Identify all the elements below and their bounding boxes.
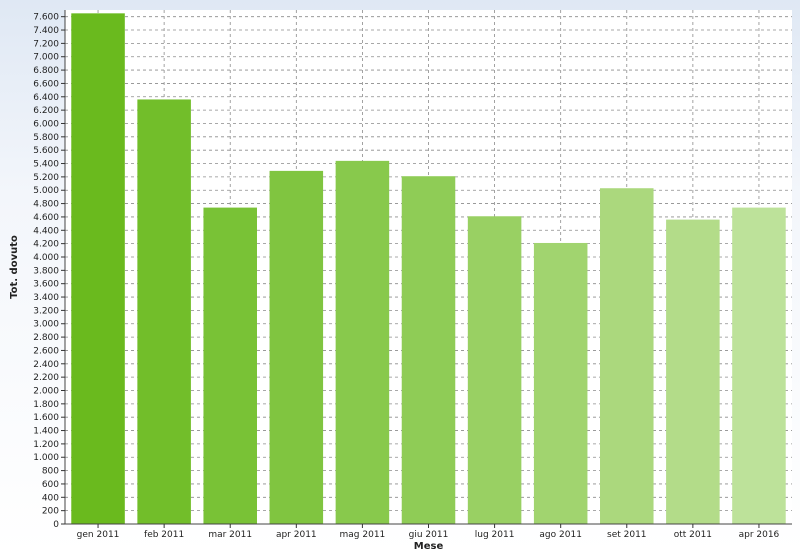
y-tick-label: 7.200	[33, 39, 59, 49]
x-tick-label: apr 2016	[739, 530, 780, 540]
y-tick-label: 3.200	[33, 306, 59, 316]
y-tick-label: 4.200	[33, 240, 59, 250]
y-tick-label: 6.000	[33, 119, 59, 129]
bar	[533, 242, 588, 525]
y-tick-label: 0	[53, 520, 59, 530]
x-tick-label: ott 2011	[674, 530, 712, 540]
y-tick-label: 7.600	[33, 13, 59, 23]
y-tick-label: 2.200	[33, 373, 59, 383]
y-tick-label: 1.800	[33, 400, 59, 410]
y-axis-title: Tot. dovuto	[9, 235, 20, 299]
y-tick-label: 2.000	[33, 386, 59, 396]
y-tick-label: 6.600	[33, 79, 59, 89]
y-tick-label: 4.800	[33, 200, 59, 210]
y-tick-label: 800	[42, 467, 59, 477]
y-tick-label: 3.800	[33, 266, 59, 276]
y-tick-label: 4.400	[33, 226, 59, 236]
y-tick-label: 1.200	[33, 440, 59, 450]
y-tick-label: 200	[42, 507, 59, 517]
bar	[467, 216, 522, 525]
bar	[203, 207, 257, 525]
bar	[732, 207, 786, 525]
x-axis-title: Mese	[414, 541, 444, 552]
y-tick-label: 2.400	[33, 360, 59, 370]
x-tick-label: set 2011	[607, 530, 647, 540]
x-tick-labels: gen 2011 feb 2011 mar 2011 apr 2011 mag 2011…	[77, 524, 780, 540]
y-tick-label: 7.400	[33, 26, 59, 36]
y-tick-label: 3.600	[33, 280, 59, 290]
y-tick-label: 2.600	[33, 346, 59, 356]
x-tick-label: mag 2011	[340, 530, 386, 540]
y-tick-label: 6.200	[33, 106, 59, 116]
y-tick-label: 5.000	[33, 186, 59, 196]
x-tick-label: ago 2011	[539, 530, 582, 540]
y-tick-label: 5.200	[33, 173, 59, 183]
bar	[269, 170, 324, 525]
x-tick-label: gen 2011	[77, 530, 120, 540]
y-tick-label: 6.400	[33, 93, 59, 103]
y-tick-label: 4.600	[33, 213, 59, 223]
x-tick-label: feb 2011	[144, 530, 184, 540]
y-tick-label: 3.000	[33, 320, 59, 330]
y-tick-label: 400	[42, 493, 59, 503]
bar	[335, 160, 390, 524]
y-tick-label: 1.000	[33, 453, 59, 463]
x-tick-label: mar 2011	[208, 530, 252, 540]
bar	[666, 219, 720, 524]
y-tick-label: 1.400	[33, 427, 59, 437]
y-tick-label: 6.800	[33, 66, 59, 76]
y-tick-label: 4.000	[33, 253, 59, 263]
bar	[401, 176, 456, 525]
x-tick-label: apr 2011	[276, 530, 317, 540]
x-tick-label: giu 2011	[409, 530, 449, 540]
y-tick-label: 600	[42, 480, 59, 490]
x-tick-label: lug 2011	[475, 530, 515, 540]
y-tick-label: 5.600	[33, 146, 59, 156]
bar	[71, 13, 125, 524]
y-tick-label: 5.400	[33, 160, 59, 170]
y-tick-label: 7.000	[33, 53, 59, 63]
y-tick-label: 1.600	[33, 413, 59, 423]
bars	[71, 13, 786, 525]
bar	[137, 99, 191, 525]
y-tick-label: 3.400	[33, 293, 59, 303]
y-tick-label: 5.800	[33, 133, 59, 143]
y-tick-label: 2.800	[33, 333, 59, 343]
bar	[600, 188, 654, 524]
y-tick-labels: 0 200 400 600 800 1.000 1.200 1.400 1.600 1.800 2.…	[33, 13, 65, 530]
